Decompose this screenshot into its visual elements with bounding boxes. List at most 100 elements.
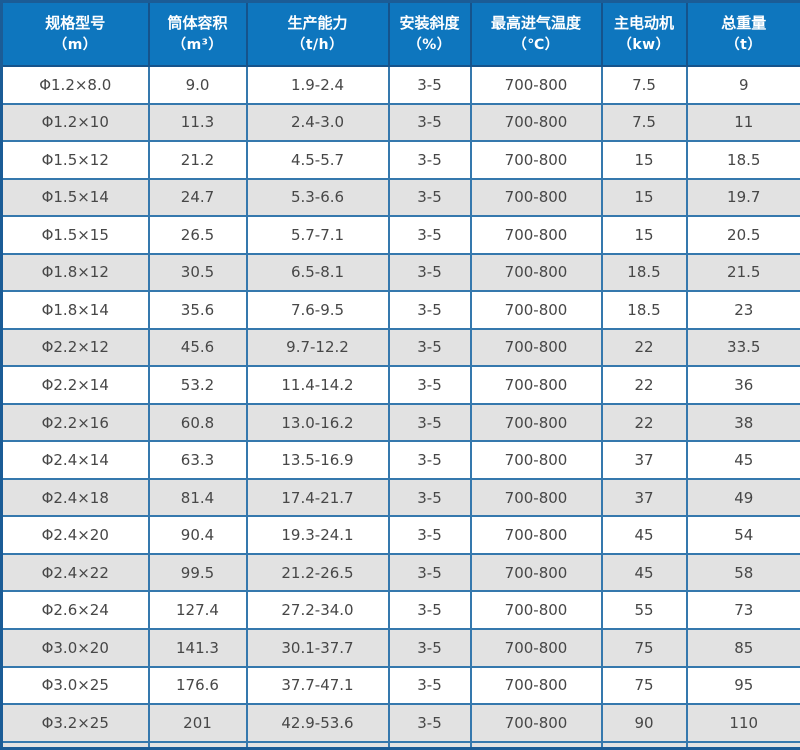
partial-row (0, 740, 800, 750)
table-cell: 1.9-2.4 (245, 65, 390, 105)
table-cell: 38 (685, 402, 800, 443)
partial-cell (387, 740, 472, 750)
table-cell: 700-800 (469, 590, 603, 630)
table-cell: Φ1.5×14 (0, 177, 150, 218)
table-cell: Φ3.2×25 (0, 703, 150, 743)
partial-cell (469, 740, 603, 750)
table-cell: 54 (685, 515, 800, 555)
table-row: Φ3.0×20 141.3 30.1-37.7 3-5 700-800 75 85 (0, 627, 800, 668)
table-cell: 30.1-37.7 (245, 627, 390, 668)
table-cell: 45 (685, 440, 800, 480)
table-cell: 3-5 (387, 140, 472, 180)
partial-cell (600, 740, 688, 750)
table-cell: 127.4 (147, 590, 248, 630)
table-cell: 700-800 (469, 665, 603, 706)
table-cell: Φ2.4×18 (0, 477, 150, 518)
table-cell: 3-5 (387, 327, 472, 368)
table-cell: 21.5 (685, 252, 800, 293)
table-cell: 5.3-6.6 (245, 177, 390, 218)
table-cell: 5.7-7.1 (245, 215, 390, 255)
table-cell: Φ2.4×22 (0, 552, 150, 593)
table-cell: 35.6 (147, 290, 248, 330)
table-cell: 3-5 (387, 515, 472, 555)
table-row: Φ1.5×15 26.5 5.7-7.1 3-5 700-800 15 20.5 (0, 215, 800, 255)
table-cell: 700-800 (469, 515, 603, 555)
table-cell: 75 (600, 627, 688, 668)
column-header-7: 总重量 （t） (685, 0, 800, 67)
table-cell: 9 (685, 65, 800, 105)
table-cell: 49 (685, 477, 800, 518)
table-cell: 700-800 (469, 215, 603, 255)
table-cell: 3-5 (387, 552, 472, 593)
column-header-1: 规格型号 （m） (0, 0, 150, 67)
table-cell: 700-800 (469, 65, 603, 105)
table-cell: 55 (600, 590, 688, 630)
table-cell: 22 (600, 327, 688, 368)
table-cell: 7.5 (600, 102, 688, 143)
table-row: Φ2.4×18 81.4 17.4-21.7 3-5 700-800 37 49 (0, 477, 800, 518)
table-cell: 45 (600, 515, 688, 555)
table-cell: 21.2-26.5 (245, 552, 390, 593)
table-cell: 11.3 (147, 102, 248, 143)
table-cell: 30.5 (147, 252, 248, 293)
table-cell: 45 (600, 552, 688, 593)
column-unit: （m） (53, 37, 98, 53)
table-cell: 3-5 (387, 177, 472, 218)
table-cell: 19.3-24.1 (245, 515, 390, 555)
table-row: Φ2.4×20 90.4 19.3-24.1 3-5 700-800 45 54 (0, 515, 800, 555)
column-title: 最高进气温度 (490, 14, 581, 32)
column-unit: （℃） (512, 37, 560, 53)
table-cell: Φ2.6×24 (0, 590, 150, 630)
table-cell: 20.5 (685, 215, 800, 255)
table-cell: 33.5 (685, 327, 800, 368)
table-cell: 15 (600, 215, 688, 255)
table-cell: 201 (147, 703, 248, 743)
column-header-6: 主电动机 （kw） (600, 0, 688, 67)
table-cell: 42.9-53.6 (245, 703, 390, 743)
table-row: Φ1.2×10 11.3 2.4-3.0 3-5 700-800 7.5 11 (0, 102, 800, 143)
table-cell: 700-800 (469, 402, 603, 443)
column-title: 生产能力 (287, 14, 348, 32)
table-cell: 3-5 (387, 590, 472, 630)
table-cell: 85 (685, 627, 800, 668)
table-cell: 6.5-8.1 (245, 252, 390, 293)
table-cell: 11.4-14.2 (245, 365, 390, 405)
partial-cell (685, 740, 800, 750)
table-cell: 3-5 (387, 252, 472, 293)
column-header-2: 筒体容积 （m³） (147, 0, 248, 67)
table-cell: Φ3.0×20 (0, 627, 150, 668)
column-unit: （t） (725, 37, 762, 53)
table-row: Φ2.4×22 99.5 21.2-26.5 3-5 700-800 45 58 (0, 552, 800, 593)
table-cell: Φ2.2×12 (0, 327, 150, 368)
table-cell: 700-800 (469, 177, 603, 218)
table-cell: Φ1.2×8.0 (0, 65, 150, 105)
table-row: Φ2.2×14 53.2 11.4-14.2 3-5 700-800 22 36 (0, 365, 800, 405)
table-cell: 700-800 (469, 102, 603, 143)
partial-cell (147, 740, 248, 750)
table-cell: 22 (600, 402, 688, 443)
table-cell: 176.6 (147, 665, 248, 706)
table-cell: 3-5 (387, 290, 472, 330)
partial-cell (0, 740, 150, 750)
table-cell: Φ2.2×16 (0, 402, 150, 443)
table-cell: 700-800 (469, 252, 603, 293)
table-row: Φ2.2×16 60.8 13.0-16.2 3-5 700-800 22 38 (0, 402, 800, 443)
table-row: Φ3.0×25 176.6 37.7-47.1 3-5 700-800 75 95 (0, 665, 800, 706)
table-cell: 3-5 (387, 440, 472, 480)
table-cell: 700-800 (469, 327, 603, 368)
table-row: Φ1.8×12 30.5 6.5-8.1 3-5 700-800 18.5 21.5 (0, 252, 800, 293)
table-cell: 45.6 (147, 327, 248, 368)
table-cell: 700-800 (469, 477, 603, 518)
table-cell: 37 (600, 477, 688, 518)
table-cell: Φ1.5×15 (0, 215, 150, 255)
table-cell: 95 (685, 665, 800, 706)
table-cell: 36 (685, 365, 800, 405)
table-cell: 23 (685, 290, 800, 330)
table-cell: 24.7 (147, 177, 248, 218)
header-row: 规格型号 （m） 筒体容积 （m³） 生产能力 （t/h） 安装斜度 （%） 最高进气温度 （℃）… (0, 0, 800, 67)
table-cell: 17.4-21.7 (245, 477, 390, 518)
table-cell: 3-5 (387, 65, 472, 105)
table-cell: 7.6-9.5 (245, 290, 390, 330)
